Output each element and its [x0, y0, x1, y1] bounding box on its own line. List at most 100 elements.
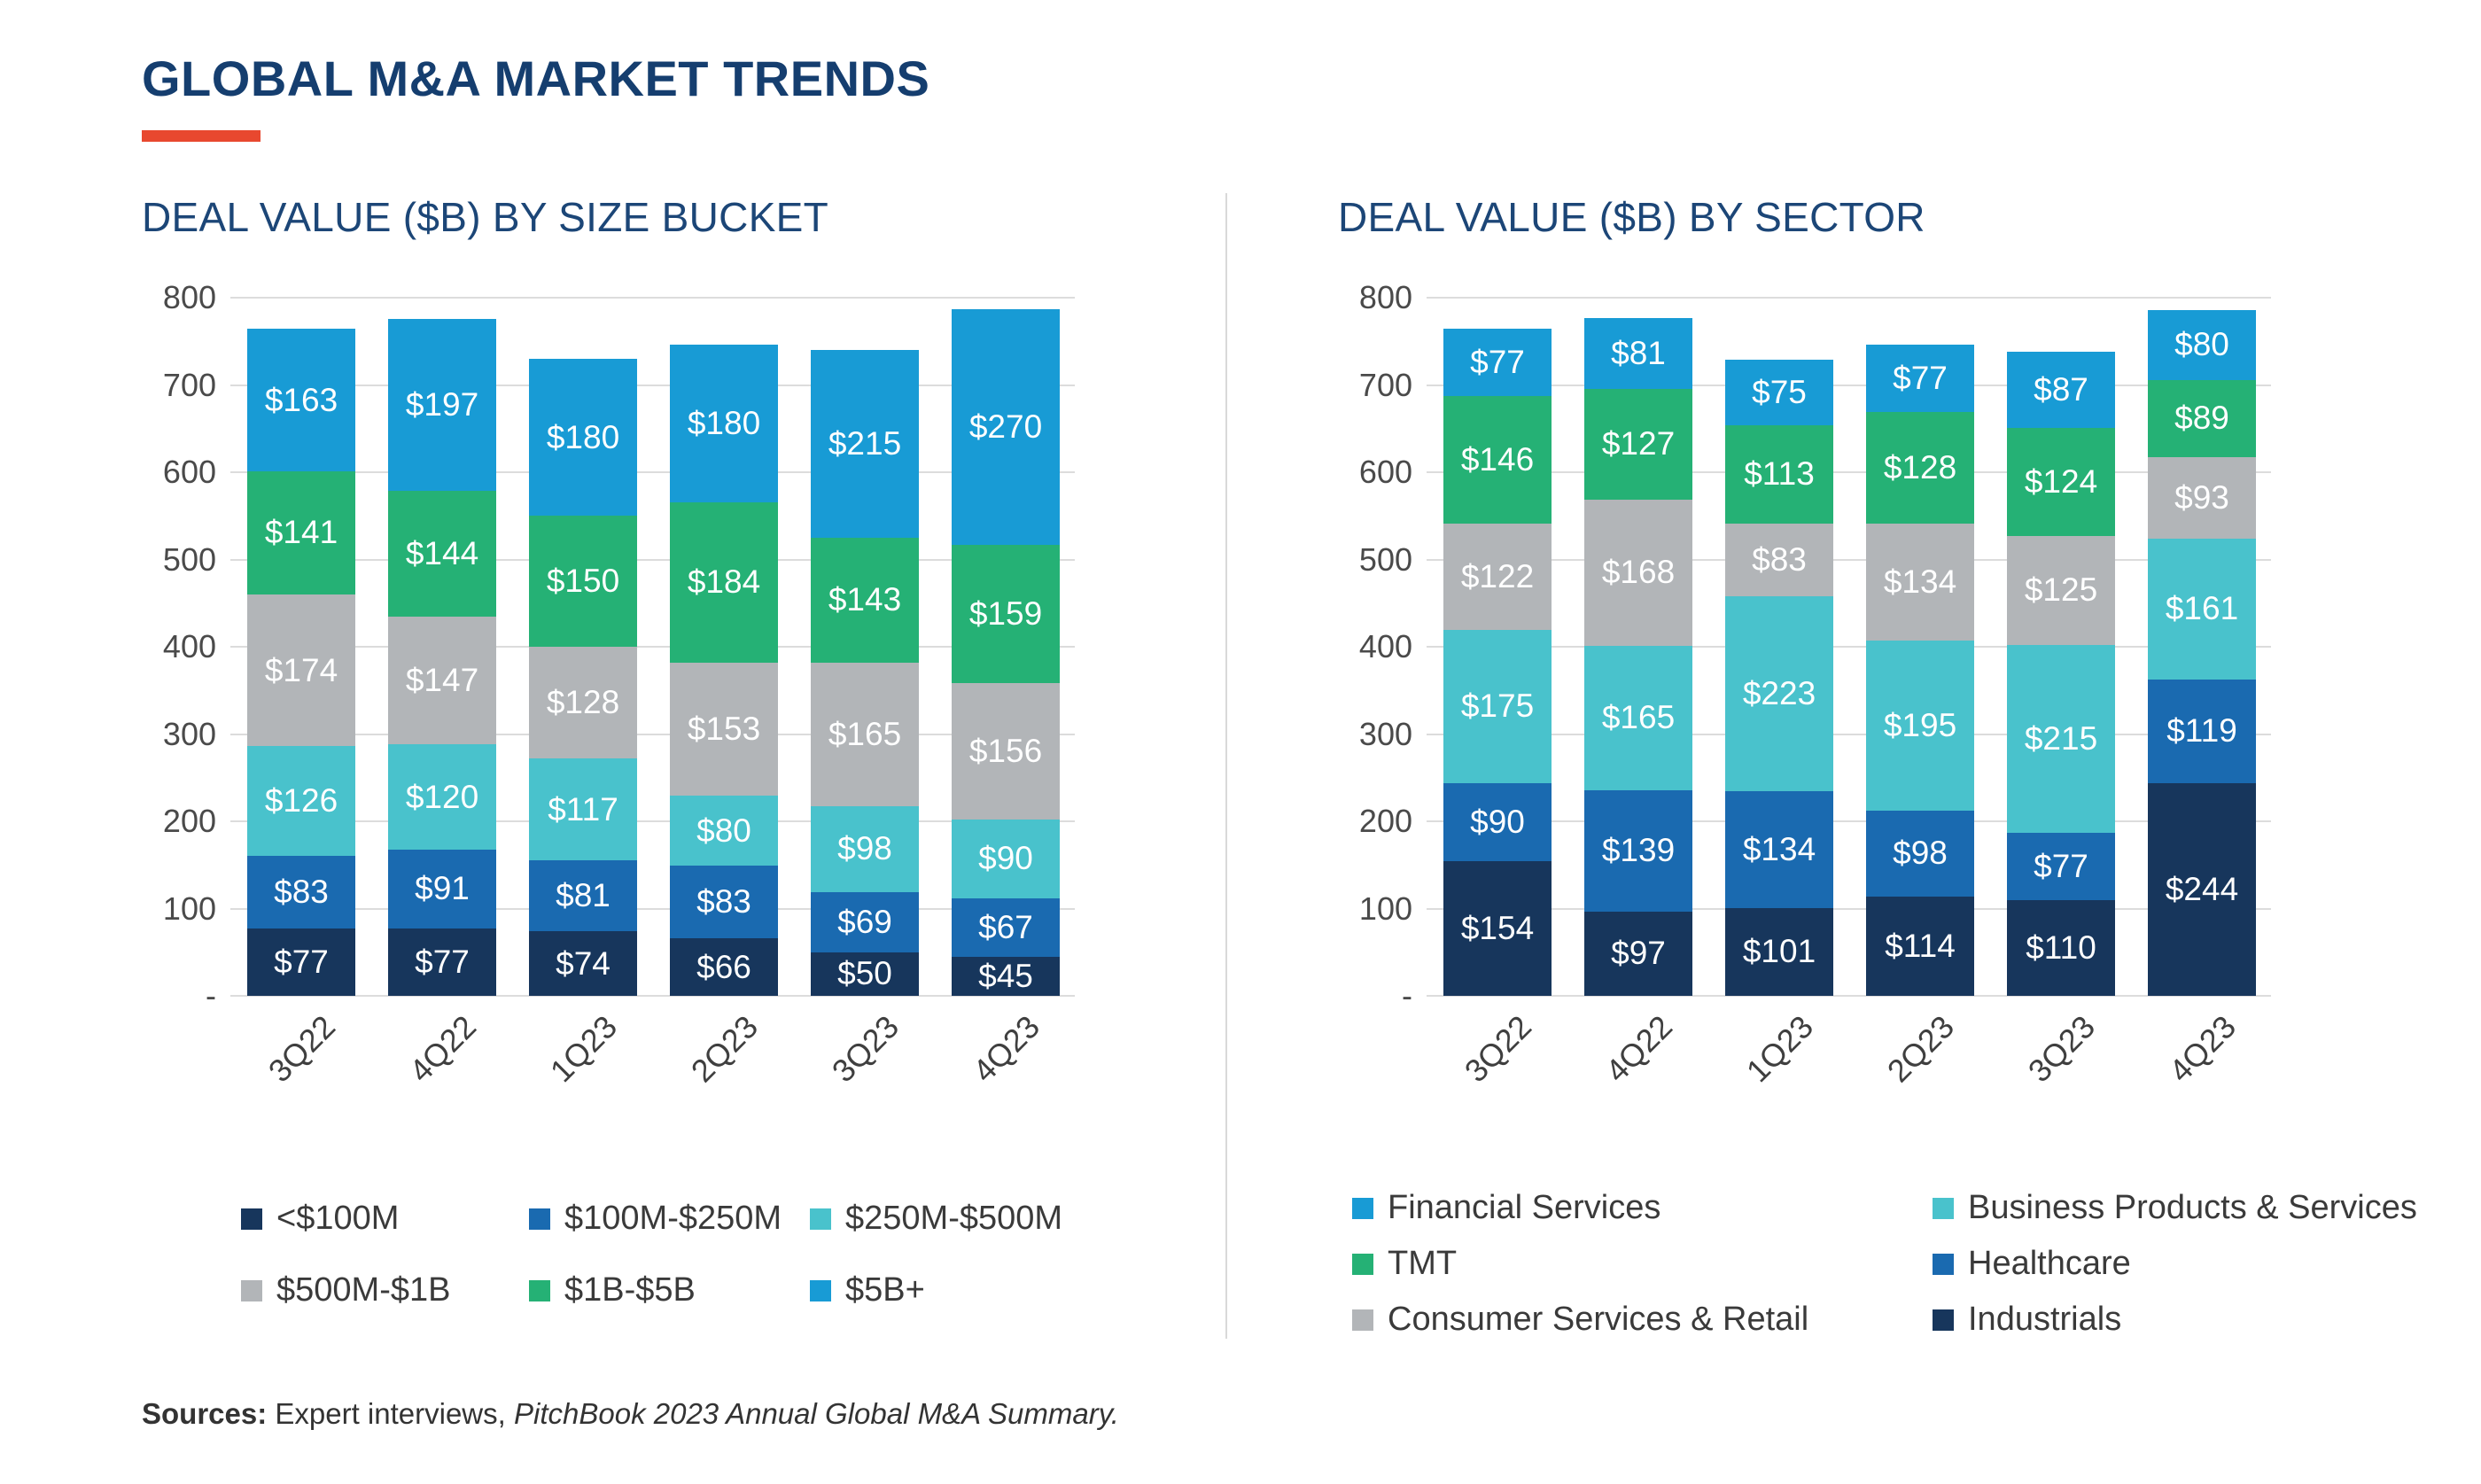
bar-value-label: $134: [1742, 830, 1816, 867]
vertical-divider: [1225, 193, 1227, 1339]
bar-value-label: $74: [556, 944, 611, 982]
category-label: 4Q22: [1598, 1008, 1679, 1090]
sector-stacked-bar-chart: 800 700 600 500 400 300 200 100 - $154 $90 $175 $122…: [1338, 279, 2481, 1339]
plot-area: $77 $83 $126 $174 $141 $163 $77 $91 $120 $147 $144…: [230, 297, 1075, 997]
bar-value-label: $117: [548, 790, 618, 827]
y-tick-label: 700: [162, 366, 216, 403]
bar-segment: $110: [2007, 899, 2115, 996]
gridline: [1427, 471, 2271, 473]
chart-area: 800 700 600 500 400 300 200 100 - $154 $90 $175 $122…: [1338, 279, 2481, 1100]
bar-value-label: $90: [978, 840, 1033, 877]
legend-item: <$100M: [241, 1200, 529, 1238]
bar-value-label: $165: [1601, 699, 1676, 736]
bar-segment: $128: [1866, 412, 1974, 524]
bar-segment: $163: [247, 329, 355, 472]
bar-value-label: $120: [405, 778, 479, 815]
stacked-bar-1Q23: $101 $134 $223 $83 $113 $75: [1725, 359, 1833, 996]
bar-value-label: $143: [828, 581, 902, 618]
bar-value-label: $50: [837, 955, 892, 992]
plot-column: $77 $83 $126 $174 $141 $163 $77 $91 $120 $147 $144…: [230, 297, 1077, 1100]
bar-value-label: $83: [1752, 540, 1807, 578]
page-title: GLOBAL M&A MARKET TRENDS: [142, 51, 930, 106]
bar-segment: $80: [2148, 309, 2256, 380]
chart-legend: <$100M $100M-$250M $250M-$500M $500M-$1B $1B…: [241, 1200, 1225, 1309]
bar-value-label: $195: [1883, 707, 1957, 744]
bar-value-label: $161: [2165, 590, 2239, 627]
bar-value-label: $197: [405, 385, 479, 423]
bar-value-label: $128: [546, 684, 620, 721]
bar-value-label: $147: [405, 662, 479, 699]
bar-value-label: $127: [1601, 425, 1676, 462]
bar-segment: $50: [811, 952, 919, 996]
x-axis-labels: 3Q22 4Q22 1Q23 2Q23 3Q23 4Q23: [230, 996, 1077, 1100]
gridline: [1427, 733, 2271, 735]
gridline: [230, 995, 1075, 997]
bar-segment: $90: [1443, 782, 1552, 862]
bar-segment: $74: [529, 931, 637, 996]
bar-value-label: $128: [1883, 449, 1957, 486]
category-slot: 4Q23: [952, 996, 1060, 1100]
bar-value-label: $174: [264, 651, 338, 688]
bar-value-label: $168: [1601, 554, 1676, 591]
bar-value-label: $113: [1744, 455, 1815, 493]
bar-value-label: $98: [1893, 835, 1948, 872]
bar-segment: $223: [1725, 595, 1833, 791]
bar-segment: $134: [1725, 790, 1833, 908]
bar-segment: $141: [247, 471, 355, 594]
bar-segment: $83: [247, 856, 355, 929]
y-tick-label: 400: [1358, 628, 1412, 664]
legend-swatch: [1352, 1253, 1373, 1275]
gridline: [1427, 820, 2271, 822]
bar-value-label: $114: [1885, 927, 1956, 964]
bar-segment: $69: [811, 891, 919, 952]
stacked-bar-2Q23: $114 $98 $195 $134 $128 $77: [1866, 345, 1974, 996]
bar-value-label: $244: [2165, 870, 2239, 907]
category-label: 4Q23: [2161, 1008, 2243, 1090]
chart-area: 800 700 600 500 400 300 200 100- $77 $83 $126 $174 $…: [142, 279, 1225, 1100]
bar-segment: $154: [1443, 861, 1552, 996]
category-label: 2Q23: [683, 1008, 765, 1090]
bar-value-label: $69: [837, 903, 892, 940]
gridline: [1427, 297, 2271, 299]
bar-value-label: $156: [968, 733, 1043, 770]
legend-label: Business Products & Services: [1968, 1189, 2417, 1226]
bar-value-label: $101: [1742, 933, 1816, 970]
bar-segment: $98: [811, 806, 919, 892]
report-footer: Sources: Expert interviews, PitchBook 20…: [142, 1397, 2481, 1431]
legend-item: Business Products & Services: [1933, 1189, 2481, 1227]
y-tick-label: 200: [162, 803, 216, 839]
legend-swatch: [1933, 1309, 1954, 1331]
y-axis: 800 700 600 500 400 300 200 100 -: [1338, 279, 1427, 1014]
bar-segment: $270: [952, 308, 1060, 545]
bar-segment: $93: [2148, 457, 2256, 539]
y-tick-label: 800: [1358, 279, 1412, 315]
bar-value-label: $75: [1752, 373, 1807, 410]
y-tick-label: 400: [162, 628, 216, 664]
source-text: Expert interviews,: [267, 1397, 514, 1430]
legend-item: Industrials: [1933, 1301, 2481, 1339]
source-line: Sources: Expert interviews, PitchBook 20…: [142, 1397, 2481, 1431]
bar-segment: $175: [1443, 630, 1552, 783]
bar-segment: $215: [811, 350, 919, 538]
bar-value-label: $80: [696, 812, 751, 849]
legend-swatch: [810, 1208, 831, 1230]
category-label: 3Q22: [1457, 1008, 1538, 1090]
bar-segment: $89: [2148, 379, 2256, 458]
bar-segment: $159: [952, 544, 1060, 684]
bar-segment: $67: [952, 897, 1060, 957]
bar-segment: $161: [2148, 538, 2256, 680]
legend-label: $1B-$5B: [564, 1271, 696, 1309]
legend-label: Consumer Services & Retail: [1388, 1301, 1809, 1338]
bar-segment: $81: [1584, 317, 1692, 389]
legend-label: Healthcare: [1968, 1245, 2131, 1282]
bar-segment: $81: [529, 860, 637, 932]
bars-group: $77 $83 $126 $174 $141 $163 $77 $91 $120 $147 $144…: [230, 298, 1075, 996]
legend-swatch: [1352, 1309, 1373, 1331]
source-citation: PitchBook 2023 Annual Global M&A Summary…: [513, 1397, 1119, 1430]
bar-value-label: $134: [1883, 563, 1957, 601]
bar-value-label: $215: [2024, 719, 2098, 757]
category-slot: 2Q23: [1866, 996, 1974, 1100]
gridline: [1427, 646, 2271, 648]
gridline: [230, 820, 1075, 822]
gridline: [1427, 907, 2271, 910]
